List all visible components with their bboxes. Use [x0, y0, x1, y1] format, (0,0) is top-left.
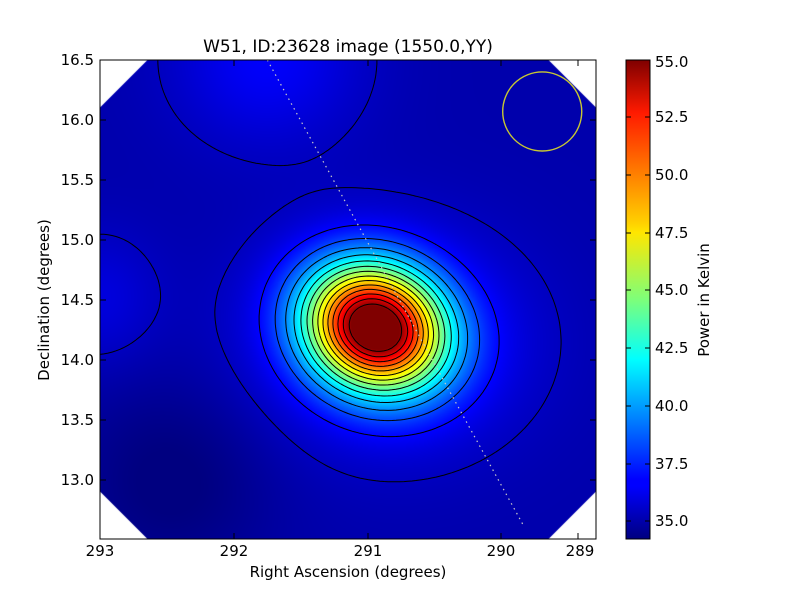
y-tick-15.0: 15.0	[61, 231, 596, 249]
contour-level-6	[306, 265, 446, 391]
cbar-tick-label: 42.5	[655, 339, 688, 357]
y-tick-15.5: 15.5	[61, 171, 596, 189]
contour-level-9	[322, 280, 429, 376]
cbar-tick-40.0: 40.0	[626, 397, 688, 415]
y-axis-label: Declination (degrees)	[35, 219, 53, 381]
y-tick-14.5: 14.5	[61, 291, 596, 309]
contour-level-5	[300, 260, 452, 397]
colorbar: 35.0 37.5 40.0 42.5 45.0 47.5 50.0 52.5 …	[625, 53, 713, 540]
y-tick-16.0: 16.0	[61, 111, 596, 129]
y-axis: 13.0 13.5 14.0 14.5 15.0 15.5	[35, 51, 596, 489]
cbar-tick-45.0: 45.0	[626, 281, 688, 299]
contour-lines	[100, 60, 562, 483]
cbar-tick-label: 52.5	[655, 108, 688, 126]
cbar-tick-52.5: 52.5	[626, 108, 688, 126]
x-tick-290: 290	[487, 60, 516, 560]
y-tick-label: 16.0	[61, 111, 94, 129]
x-tick-label: 290	[487, 542, 516, 560]
contour-level-13	[342, 298, 409, 358]
contour-level-1	[258, 224, 500, 438]
x-tick-292: 292	[220, 60, 249, 560]
contour-level-12	[337, 293, 414, 363]
y-tick-label: 14.5	[61, 291, 94, 309]
contour-level-7	[312, 270, 440, 386]
contour-level-0	[100, 60, 562, 483]
plot-area	[99, 59, 597, 540]
y-tick-13.5: 13.5	[61, 411, 596, 429]
contour-level-11	[332, 288, 419, 367]
cbar-tick-55.0: 55.0	[626, 53, 688, 71]
y-tick-16.5: 16.5	[61, 51, 596, 69]
y-tick-14.0: 14.0	[61, 351, 596, 369]
x-axis: 293 292 291 290 289 Right Ascension (deg…	[86, 60, 595, 581]
x-tick-289: 289	[566, 60, 595, 560]
y-tick-label: 15.5	[61, 171, 94, 189]
y-tick-label: 14.0	[61, 351, 94, 369]
cbar-tick-35.0: 35.0	[626, 512, 688, 530]
cbar-tick-label: 37.5	[655, 455, 688, 473]
contour-level-3	[285, 247, 469, 411]
cbar-tick-label: 40.0	[655, 397, 688, 415]
contour-level-14	[348, 303, 403, 352]
chart-title: W51, ID:23628 image (1550.0,YY)	[203, 37, 493, 57]
cbar-tick-label: 35.0	[655, 512, 688, 530]
y-tick-label: 15.0	[61, 231, 94, 249]
contour-level-4	[293, 254, 460, 403]
dotted-track-line	[266, 60, 525, 528]
cbar-tick-42.5: 42.5	[626, 339, 688, 357]
colorbar-label: Power in Kelvin	[695, 243, 713, 357]
x-tick-293: 293	[86, 60, 115, 560]
x-tick-label: 291	[354, 542, 383, 560]
cbar-tick-37.5: 37.5	[626, 455, 688, 473]
y-tick-label: 13.5	[61, 411, 94, 429]
x-tick-291: 291	[354, 60, 383, 560]
beam-circle	[501, 71, 583, 152]
contour-level-10	[327, 284, 424, 372]
cbar-tick-label: 50.0	[655, 166, 688, 184]
heatmap-image	[100, 60, 596, 539]
x-tick-label: 289	[566, 542, 595, 560]
x-axis-label: Right Ascension (degrees)	[250, 563, 447, 581]
cbar-tick-50.0: 50.0	[626, 166, 688, 184]
y-tick-13.0: 13.0	[61, 471, 596, 489]
colorbar-gradient	[625, 59, 651, 540]
cbar-tick-label: 55.0	[655, 53, 688, 71]
contour-level-8	[317, 275, 435, 381]
x-tick-label: 293	[86, 542, 115, 560]
cbar-tick-47.5: 47.5	[626, 224, 688, 242]
cbar-tick-label: 45.0	[655, 281, 688, 299]
x-tick-label: 292	[220, 542, 249, 560]
y-tick-label: 13.0	[61, 471, 94, 489]
cbar-tick-label: 47.5	[655, 224, 688, 242]
y-tick-label: 16.5	[61, 51, 94, 69]
